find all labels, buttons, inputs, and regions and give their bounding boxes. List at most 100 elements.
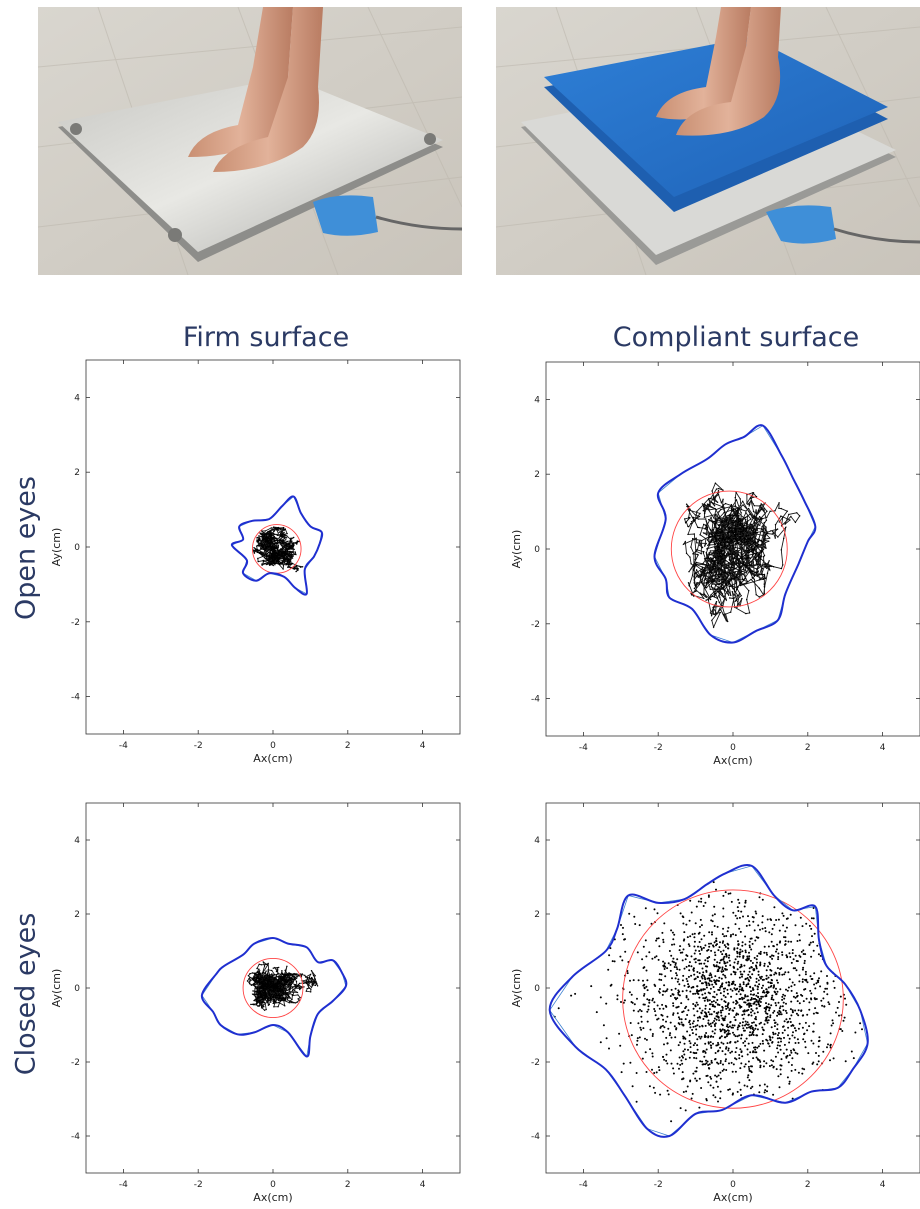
data-point: [271, 558, 273, 560]
data-point: [695, 569, 698, 571]
data-point: [745, 1023, 748, 1026]
data-point: [690, 965, 693, 968]
data-point: [257, 560, 259, 563]
data-point: [742, 1027, 745, 1030]
data-point: [674, 963, 677, 966]
data-point: [812, 917, 815, 920]
data-point: [280, 543, 282, 545]
data-point: [707, 544, 709, 547]
data-point: [749, 513, 751, 515]
data-point: [727, 564, 729, 566]
data-point: [745, 983, 748, 986]
data-point: [672, 957, 675, 960]
data-point: [777, 1001, 780, 1004]
data-point: [310, 988, 312, 990]
data-point: [262, 559, 264, 562]
data-point: [734, 508, 736, 511]
data-point: [751, 1031, 754, 1034]
data-point: [740, 1037, 743, 1040]
data-point: [268, 563, 271, 565]
data-point: [732, 1092, 734, 1095]
data-point: [723, 557, 726, 559]
data-point: [706, 949, 709, 952]
data-point: [296, 973, 298, 975]
data-point: [712, 568, 715, 570]
data-point: [281, 563, 283, 565]
data-point: [802, 1014, 805, 1017]
data-point: [273, 552, 275, 555]
data-point: [698, 950, 701, 952]
data-point: [755, 544, 757, 546]
data-point: [722, 1042, 725, 1045]
data-point: [736, 947, 739, 950]
data-point: [742, 530, 744, 533]
data-point: [285, 539, 287, 541]
data-point: [711, 920, 714, 923]
data-point: [689, 1042, 692, 1045]
data-point: [282, 557, 284, 559]
data-point: [751, 543, 753, 546]
data-point: [758, 587, 760, 589]
data-point: [715, 556, 717, 559]
data-point: [705, 520, 707, 522]
data-point: [273, 536, 276, 538]
data-point: [258, 544, 260, 547]
data-point: [817, 981, 820, 984]
data-point: [657, 937, 660, 940]
data-point: [746, 977, 749, 979]
data-point: [750, 518, 752, 520]
data-point: [646, 979, 649, 982]
data-point: [698, 1106, 701, 1109]
data-point: [316, 985, 319, 987]
data-point: [745, 540, 748, 543]
data-point: [698, 996, 701, 999]
data-point: [745, 558, 748, 560]
data-point: [252, 990, 254, 992]
data-point: [746, 526, 748, 528]
data-point: [737, 518, 739, 520]
data-point: [743, 905, 746, 908]
data-point: [771, 954, 773, 957]
data-point: [749, 959, 752, 962]
data-point: [264, 538, 266, 540]
data-point: [721, 1069, 724, 1072]
data-point: [260, 545, 263, 547]
data-point: [728, 959, 731, 962]
data-point: [269, 974, 271, 976]
data-point: [265, 553, 268, 555]
data-point: [257, 551, 259, 553]
data-point: [292, 973, 294, 975]
data-point: [852, 1057, 855, 1060]
data-point: [766, 532, 768, 535]
data-point: [724, 551, 726, 554]
data-point: [775, 987, 777, 990]
data-point: [263, 992, 266, 994]
data-point: [682, 1091, 685, 1093]
data-point: [737, 508, 740, 510]
data-point: [694, 514, 696, 516]
data-point: [261, 1003, 263, 1006]
data-point: [698, 1015, 701, 1018]
data-point: [717, 1041, 719, 1044]
data-point: [735, 993, 738, 996]
data-point: [647, 1008, 650, 1011]
data-point: [727, 589, 729, 591]
data-point: [685, 503, 688, 505]
data-point: [722, 562, 724, 564]
fitted-circle: [242, 957, 304, 1019]
data-point: [763, 583, 765, 585]
data-point: [708, 942, 710, 945]
data-point: [761, 508, 763, 510]
data-point: [755, 515, 757, 517]
data-point: [718, 487, 720, 490]
data-point: [706, 548, 708, 550]
data-point: [259, 532, 261, 534]
data-point: [729, 578, 731, 580]
data-point: [812, 941, 815, 943]
data-point: [739, 571, 742, 574]
data-point: [726, 535, 728, 538]
data-point: [763, 508, 765, 510]
data-point: [704, 503, 706, 506]
data-point: [291, 540, 293, 542]
data-point: [720, 582, 722, 585]
